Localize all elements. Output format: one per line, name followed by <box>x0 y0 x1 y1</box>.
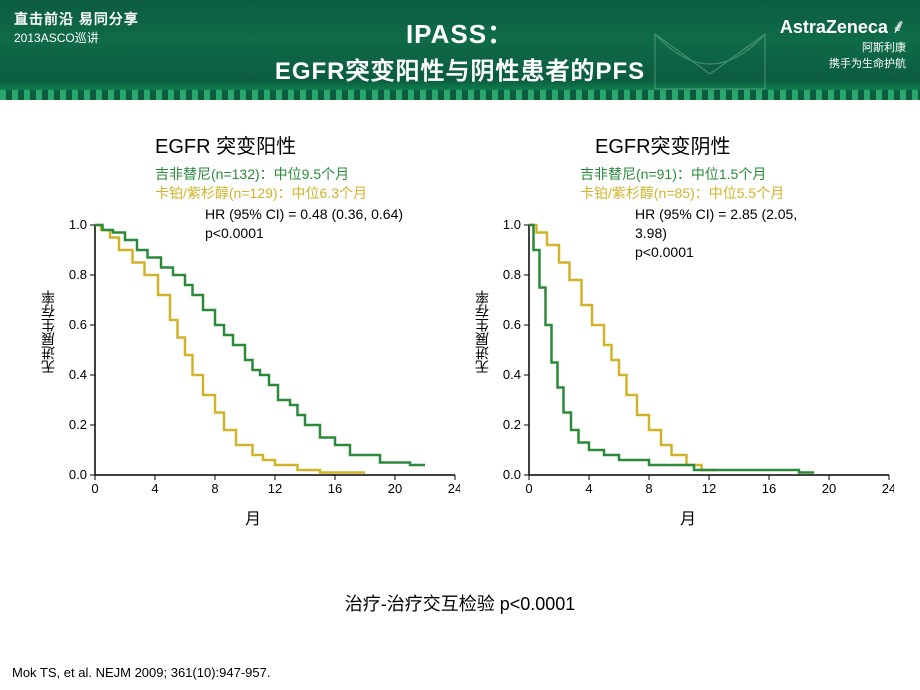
right-chart-title: EGFR突变阴性 <box>595 130 731 159</box>
svg-text:0: 0 <box>525 481 532 496</box>
svg-text:0.8: 0.8 <box>69 267 87 282</box>
svg-text:24: 24 <box>448 481 460 496</box>
right-legend-carboplatin: 卡铂/紫杉醇(n=85)：中位5.5个月 <box>580 184 784 203</box>
title-line2: EGFR突变阳性与阴性患者的PFS <box>0 51 920 86</box>
svg-text:0.6: 0.6 <box>503 317 521 332</box>
svg-text:0.2: 0.2 <box>69 417 87 432</box>
svg-text:0.2: 0.2 <box>503 417 521 432</box>
left-legend: 吉非替尼(n=132)：中位9.5个月 卡铂/紫杉醇(n=129)：中位6.3个… <box>155 165 367 203</box>
svg-text:16: 16 <box>328 481 342 496</box>
title-line1: IPASS： <box>0 14 920 51</box>
svg-text:0.4: 0.4 <box>503 367 521 382</box>
svg-text:4: 4 <box>585 481 592 496</box>
svg-text:0.0: 0.0 <box>69 467 87 482</box>
svg-text:1.0: 1.0 <box>503 220 521 232</box>
svg-text:0.4: 0.4 <box>69 367 87 382</box>
left-km-plot: 0 4 8 12 16 20 24 0.0 0.2 0.4 0.6 0.8 1.0 <box>55 220 460 505</box>
svg-text:0.8: 0.8 <box>503 267 521 282</box>
svg-text:0: 0 <box>91 481 98 496</box>
citation: Mok TS, et al. NEJM 2009; 361(10):947-95… <box>12 665 270 680</box>
right-legend: 吉非替尼(n=91)：中位1.5个月 卡铂/紫杉醇(n=85)：中位5.5个月 <box>580 165 784 203</box>
right-legend-gefitinib: 吉非替尼(n=91)：中位1.5个月 <box>580 165 784 184</box>
svg-text:1.0: 1.0 <box>69 220 87 232</box>
svg-text:12: 12 <box>268 481 282 496</box>
right-km-plot: 0 4 8 12 16 20 24 0.0 0.2 0.4 0.6 0.8 1.0 <box>489 220 894 505</box>
slide-content: EGFR 突变阳性 吉非替尼(n=132)：中位9.5个月 卡铂/紫杉醇(n=1… <box>0 100 920 690</box>
left-legend-carboplatin: 卡铂/紫杉醇(n=129)：中位6.3个月 <box>155 184 367 203</box>
svg-text:16: 16 <box>762 481 776 496</box>
svg-text:8: 8 <box>211 481 218 496</box>
left-xlabel: 月 <box>245 505 261 529</box>
right-xlabel: 月 <box>680 505 696 529</box>
left-legend-gefitinib: 吉非替尼(n=132)：中位9.5个月 <box>155 165 367 184</box>
svg-text:20: 20 <box>822 481 836 496</box>
slide-header: 直击前沿 易同分享 2013ASCO巡讲 AstraZeneca ⸙ 阿斯利康 … <box>0 0 920 100</box>
svg-text:4: 4 <box>151 481 158 496</box>
svg-text:20: 20 <box>388 481 402 496</box>
left-chart-title: EGFR 突变阳性 <box>155 130 296 159</box>
interaction-test: 治疗-治疗交互检验 p<0.0001 <box>0 590 920 616</box>
svg-text:0.6: 0.6 <box>69 317 87 332</box>
svg-text:8: 8 <box>645 481 652 496</box>
svg-text:0.0: 0.0 <box>503 467 521 482</box>
svg-text:24: 24 <box>882 481 894 496</box>
svg-text:12: 12 <box>702 481 716 496</box>
slide-title: IPASS： EGFR突变阳性与阴性患者的PFS <box>0 14 920 86</box>
